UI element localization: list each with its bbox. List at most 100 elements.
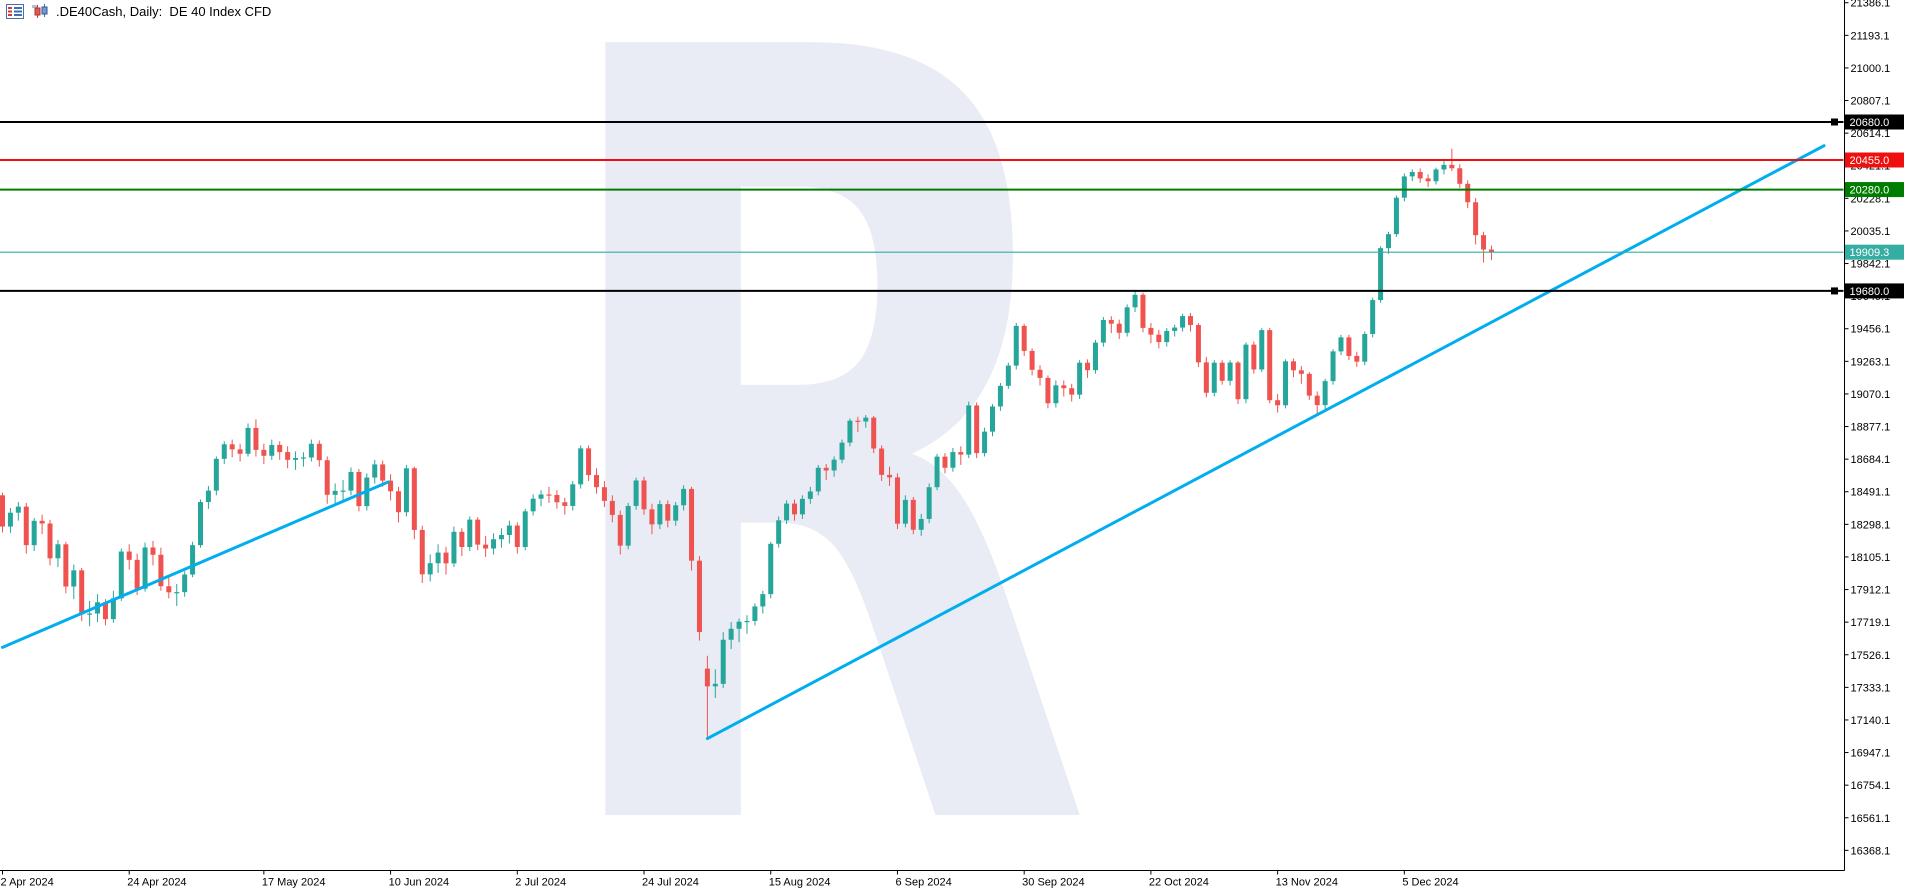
candles-layer [0,148,1494,740]
line-end-marker[interactable] [1831,287,1838,295]
candle-bear [126,551,132,560]
candle-bear [617,514,623,546]
candle-bull [7,512,13,527]
candle-bear [641,480,647,510]
candle-bear [704,668,710,687]
candle-bull [1330,351,1336,382]
trendline[interactable] [705,144,1826,741]
candle-bear [324,460,330,495]
price-level-badge-label: 19680.0 [1850,286,1890,298]
candle-bull [799,498,805,515]
line-end-marker[interactable] [1831,118,1838,126]
candle-bull [1243,344,1249,400]
candle-bull [1211,362,1217,393]
candle-bear [871,417,877,449]
chart-plot-area[interactable] [0,0,1844,870]
price-level-badge: 20455.0 [1845,152,1904,168]
candle-bull [55,544,61,559]
date-tick-label: 22 Oct 2024 [1149,877,1209,889]
candle-bear [419,529,425,575]
candlestick-chart-icon[interactable] [31,4,49,19]
price-tick-label: 19070.1 [1851,389,1891,401]
candle-bull [530,498,536,512]
trendline[interactable] [1,480,390,649]
candle-bear [23,506,29,546]
candle-bull [776,520,782,544]
candle-bear [689,488,695,561]
candle-bull [1180,316,1186,328]
price-tick-label: 16561.1 [1851,813,1891,825]
candle-bull [372,464,378,478]
candle-bull [1164,330,1170,343]
candle-bear [586,448,592,476]
price-tick-label: 18105.1 [1851,552,1891,564]
price-level-badge: 20280.0 [1845,182,1904,198]
candle-bull [1378,248,1384,301]
candle-bull [293,457,299,460]
candle-bull [15,506,21,513]
candle-bull [198,502,203,546]
candle-bull [435,552,441,564]
date-tick-label: 13 Nov 2024 [1276,877,1338,889]
indicator-list-icon[interactable] [6,4,24,19]
candle-bear [483,544,489,549]
candle-bear [649,509,655,525]
candle-bull [1132,294,1138,308]
candle-bull [681,488,687,506]
candle-bear [1481,235,1487,250]
candle-bull [467,519,473,548]
candle-bear [1251,344,1257,370]
candle-bull [174,592,180,594]
candle-bear [894,477,900,524]
date-tick-label: 6 Sep 2024 [895,877,951,889]
candle-bull [752,606,758,621]
candle-bear [1061,385,1067,389]
price-tick-label: 21193.1 [1851,30,1890,42]
candle-bull [1370,300,1376,334]
candle-bull [720,639,726,684]
candle-bull [308,443,314,458]
candle-bear [1235,362,1241,400]
candle-bull [728,628,734,640]
price-tick-label: 18298.1 [1851,519,1891,531]
candle-bear [1488,249,1494,253]
date-tick-label: 10 Jun 2024 [389,877,450,889]
candle-bull [1433,169,1439,182]
candle-bull [847,420,853,443]
candle-bear [1267,330,1273,401]
candle-bear [887,474,893,478]
candle-bear [1354,355,1360,362]
price-tick-label: 16754.1 [1851,780,1891,792]
candle-bear [546,494,552,496]
price-tick-label: 18491.1 [1851,487,1891,499]
candle-bear [380,464,386,481]
date-tick-label: 17 May 2024 [262,877,326,889]
candle-bear [0,495,5,527]
candle-bull [712,683,718,687]
date-tick-label: 30 Sep 2024 [1022,877,1084,889]
candle-bear [39,520,45,524]
price-tick-label: 17526.1 [1851,650,1891,662]
price-level-badge-label: 20455.0 [1850,155,1890,167]
date-tick-label: 2 Jul 2024 [515,877,566,889]
candle-bull [997,385,1003,407]
candle-bear [166,586,172,593]
candle-bear [1314,395,1320,406]
candle-bear [1108,319,1114,324]
candle-bear [443,552,449,564]
candle-bear [1037,369,1043,378]
price-tick-label: 20614.1 [1851,128,1891,140]
candle-bull [1092,342,1098,371]
candle-bull [966,405,972,455]
candle-bull [760,594,766,607]
candle-bear [855,420,861,422]
candle-bear [974,405,980,454]
price-tick-label: 19456.1 [1851,324,1891,336]
candle-bear [1346,337,1352,356]
time-axis[interactable]: 2 Apr 2024 24 Apr 2024 17 May 2024 10 Jun 2… [1,870,1459,889]
candle-bear [158,554,164,587]
candle-bull [1401,176,1407,198]
candle-bear [459,531,465,548]
price-tick-label: 21386.1 [1851,0,1891,10]
